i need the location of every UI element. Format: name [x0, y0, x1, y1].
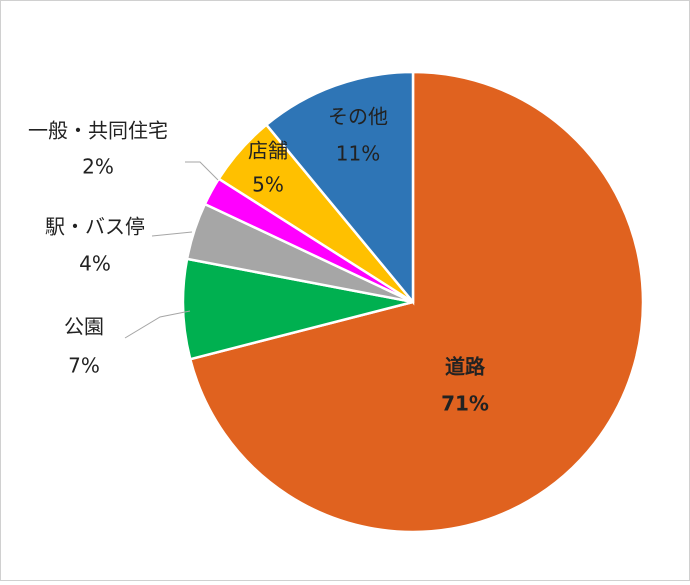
pie-slice [181, 257, 414, 361]
pie-slice [264, 70, 415, 306]
slice-label: 店舗 [248, 139, 288, 163]
slice-value-label: 7% [68, 354, 100, 378]
leader-line [124, 310, 191, 339]
slice-value-label: 4% [79, 252, 111, 276]
slice-value-label: 11% [336, 142, 380, 166]
slice-label: その他 [328, 105, 388, 129]
slice-label: 公園 [64, 315, 104, 339]
leader-line [151, 231, 193, 237]
slice-label: 道路 [445, 355, 486, 379]
slice-value-label: 2% [82, 155, 114, 179]
leader-line [185, 161, 219, 181]
slice-value-label: 5% [252, 173, 284, 197]
pie-slice [188, 70, 645, 534]
slice-value-label: 71% [441, 392, 489, 416]
slice-label: 駅・バス停 [45, 215, 145, 239]
slice-label: 一般・共同住宅 [28, 119, 168, 143]
